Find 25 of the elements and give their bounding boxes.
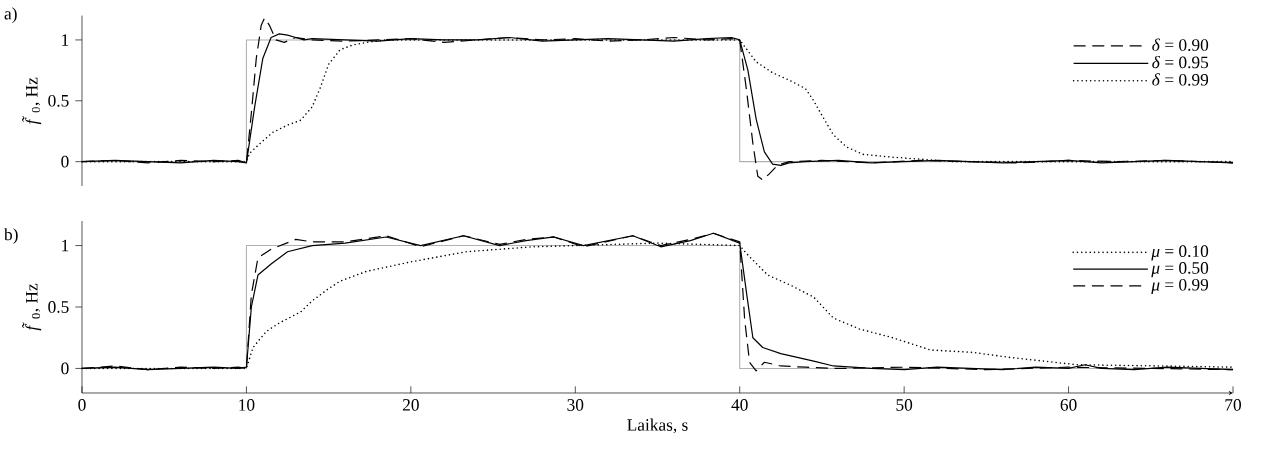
legend-label: μ = 0.10 [1151,245,1209,261]
x-tick-label: 60 [1060,399,1077,411]
legend-label: δ = 0.95 [1152,55,1209,69]
x-tick-label: 30 [567,399,584,411]
x-tick-label: 10 [239,399,255,411]
y-tick-label: 0 [61,155,69,168]
legend-label: δ = 0.90 [1152,38,1209,51]
x-axis-title: Laikas, s [627,418,688,434]
y-axis-title: f̃$_{0}$, Hz [22,77,42,125]
y-tick-label: 0.5 [48,94,69,107]
text: a) [4,7,17,24]
legend-label: δ = 0.99 [1152,73,1209,86]
y-tick-label: 0 [61,362,69,375]
text: b) [4,228,18,244]
x-tick-label: 40 [731,399,748,411]
y-axis-title: f̃$_{0}$, Hz [22,283,42,331]
legend-label: μ = 0.99 [1151,278,1209,295]
x-tick-label: 0 [78,399,86,411]
x-tick-label: 50 [896,399,913,411]
y-tick-label: 0.5 [48,301,69,313]
y-tick-label: 1 [62,239,69,252]
x-tick-label: 70 [1225,399,1242,411]
y-tick-label: 1 [62,34,69,46]
legend-label: μ = 0.50 [1151,262,1209,278]
x-tick-label: 20 [402,399,419,411]
